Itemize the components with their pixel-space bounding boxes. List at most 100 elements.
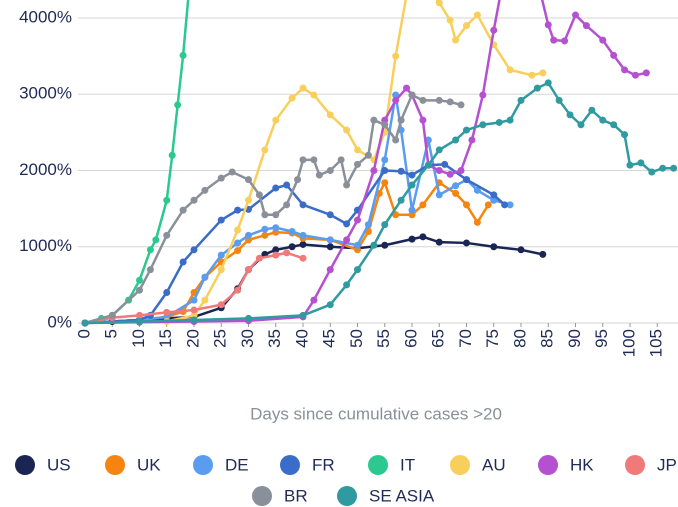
data-point [354, 160, 361, 168]
data-point [190, 196, 198, 204]
data-point [326, 301, 334, 309]
data-point [528, 71, 536, 79]
data-point [261, 146, 269, 154]
data-point [555, 96, 563, 104]
x-tick-label: 25 [211, 329, 230, 348]
data-point [245, 176, 252, 184]
data-point [168, 151, 176, 159]
data-point [337, 156, 345, 164]
legend-marker [538, 455, 558, 475]
data-point [408, 206, 416, 214]
data-point [179, 51, 187, 59]
data-point [217, 266, 225, 274]
legend-marker [193, 455, 213, 475]
data-point [326, 211, 334, 219]
data-point [631, 71, 639, 79]
data-point [435, 191, 443, 199]
x-tick-label: 40 [292, 329, 311, 348]
data-point [397, 116, 405, 124]
data-point [435, 96, 443, 104]
x-tick-label: 50 [347, 329, 366, 348]
data-point [364, 151, 372, 159]
data-point [299, 254, 307, 262]
data-point [501, 201, 509, 209]
data-point [179, 258, 187, 266]
data-point [343, 126, 351, 134]
data-point [408, 91, 416, 99]
data-point [234, 286, 242, 294]
data-point [163, 289, 171, 296]
data-point [272, 251, 280, 259]
data-point [610, 121, 618, 129]
data-point [217, 216, 225, 224]
series-line [84, 94, 511, 325]
data-point [163, 231, 171, 239]
legend-label: UK [137, 455, 161, 474]
data-point [648, 168, 656, 176]
data-point [419, 96, 427, 104]
data-point [288, 94, 296, 102]
series-line [84, 81, 674, 325]
data-point [245, 231, 252, 239]
x-tick-label: 10 [129, 329, 148, 348]
x-tick-label: 65 [429, 329, 448, 348]
data-point [299, 231, 307, 239]
data-point [599, 116, 607, 124]
data-point [299, 156, 307, 164]
data-point [261, 231, 269, 239]
data-point [637, 159, 645, 167]
data-point [495, 118, 503, 126]
data-point [272, 224, 280, 232]
x-tick-label: 35 [265, 329, 284, 348]
data-point [310, 296, 318, 304]
x-axis-label: Days since cumulative cases >20 [250, 404, 502, 423]
x-tick-label: 20 [183, 329, 202, 348]
x-tick-label: 30 [238, 329, 257, 348]
data-point [163, 196, 171, 204]
data-point [544, 79, 552, 87]
data-point [228, 168, 236, 176]
data-point [310, 156, 318, 164]
data-point [582, 22, 590, 30]
data-point [452, 136, 460, 144]
data-point [136, 311, 143, 319]
data-point [452, 189, 460, 197]
data-point [217, 174, 225, 182]
data-point [490, 26, 498, 34]
x-tick-label: 0 [74, 329, 93, 338]
data-point [370, 167, 378, 174]
data-point [255, 254, 263, 262]
data-point [381, 167, 389, 174]
x-tick-label: 5 [102, 329, 121, 338]
data-point [370, 241, 378, 249]
data-point [288, 228, 296, 235]
data-point [446, 170, 454, 178]
x-tick-label: 90 [565, 329, 584, 348]
data-point [473, 186, 481, 194]
data-point [435, 238, 443, 246]
data-point [146, 266, 154, 274]
plot-area [81, 0, 678, 327]
data-point [517, 246, 525, 254]
data-point [299, 201, 307, 209]
data-point [533, 84, 541, 92]
data-point [201, 296, 209, 304]
data-point [463, 176, 470, 184]
data-point [392, 96, 400, 104]
data-point [506, 116, 514, 124]
data-point [179, 206, 187, 214]
x-tick-label: 70 [456, 329, 475, 348]
x-tick-label: 15 [156, 329, 175, 348]
data-point [539, 69, 547, 77]
data-point [299, 84, 307, 92]
x-tick-label: 75 [483, 329, 502, 348]
data-point [272, 246, 280, 254]
data-point [364, 221, 372, 229]
data-point [599, 36, 607, 44]
data-point [452, 182, 460, 190]
data-point [539, 250, 547, 258]
data-point [136, 317, 143, 325]
data-point [272, 184, 280, 192]
data-point [326, 111, 334, 119]
x-tick-label: 55 [374, 329, 393, 348]
